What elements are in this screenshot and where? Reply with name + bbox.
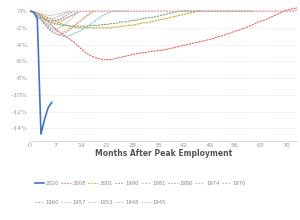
Legend: 1960, 1957, 1953, 1948, 1945: 1960, 1957, 1953, 1948, 1945 [33,198,168,207]
X-axis label: Months After Peak Employment: Months After Peak Employment [95,149,232,158]
